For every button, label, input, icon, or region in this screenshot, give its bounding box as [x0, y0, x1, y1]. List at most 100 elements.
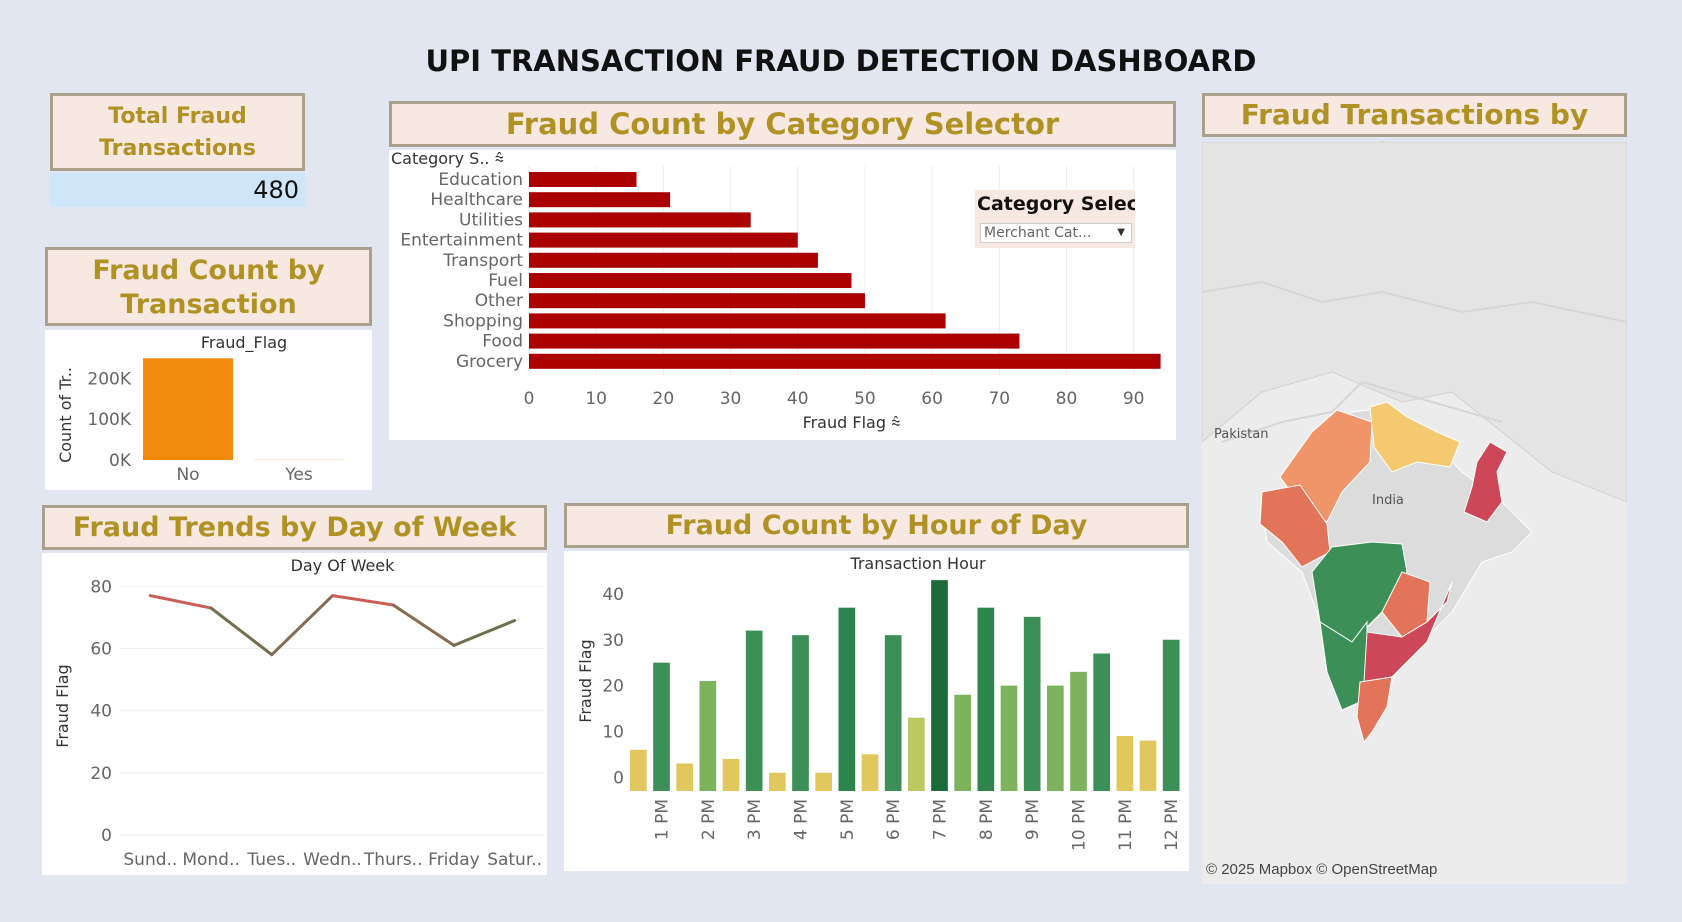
- category-label: Food: [482, 332, 523, 352]
- dow-title: Fraud Trends by Day of Week: [42, 505, 547, 550]
- bar-fuel: [529, 273, 852, 288]
- category-filter-value: Merchant Cat...: [984, 225, 1092, 241]
- x-tick-label: 10: [585, 389, 607, 409]
- bar: [745, 630, 763, 791]
- x-tick-label: 2 PM: [699, 799, 719, 840]
- y-tick-label: 200K: [87, 369, 131, 389]
- kpi-title: Total Fraud Transactions: [50, 93, 305, 171]
- state-map[interactable]: Pakistan India © 2025 Mapbox © OpenStree…: [1202, 142, 1627, 884]
- x-tick-label: 12 PM: [1162, 799, 1182, 851]
- category-filter-dropdown[interactable]: Merchant Cat... ▼: [980, 223, 1132, 243]
- land-north: [1202, 142, 1627, 503]
- bar: [1047, 685, 1064, 791]
- x-tick-label: Tues..: [246, 850, 296, 870]
- x-tick-label: 90: [1123, 389, 1145, 409]
- line-segment: [331, 594, 395, 607]
- bar: [722, 758, 740, 791]
- bar: [815, 772, 833, 791]
- category-xlabel: Fraud Flag ⩯: [803, 413, 901, 432]
- bar: [861, 754, 879, 791]
- state-title: Fraud Transactions by State: [1202, 93, 1627, 169]
- state-telangana: [1381, 571, 1431, 638]
- x-tick-label: Wedn..: [303, 850, 362, 870]
- category-label: Entertainment: [400, 231, 523, 251]
- y-tick-label: 20: [602, 677, 624, 697]
- dow-ylabel: Fraud Flag: [53, 664, 72, 747]
- bar: [699, 681, 717, 791]
- dow-header: Day Of Week: [291, 556, 396, 575]
- hour-chart: Transaction Hour Fraud Flag 0 10 20 30 40 1 PM 2…: [576, 554, 1182, 851]
- x-tick-label: 20: [653, 389, 675, 409]
- category-chart: Category S.. ⩯ 0 10 20 30 40 50 60 70 80 90 Educati…: [391, 149, 1161, 432]
- bar-other: [529, 293, 865, 309]
- y-tick-label: 40: [90, 702, 112, 722]
- x-tick-label: Thurs..: [363, 850, 423, 870]
- y-tick-label: 0K: [109, 451, 132, 471]
- category-label: Transport: [442, 251, 523, 271]
- bar-food: [529, 333, 1020, 349]
- chevron-down-icon: ▼: [1117, 227, 1125, 238]
- bar-transport: [529, 252, 818, 268]
- x-tick-label: 70: [988, 389, 1010, 409]
- x-tick-label: 0: [524, 389, 535, 409]
- bar: [1023, 616, 1041, 791]
- bar: [908, 717, 925, 791]
- bar-utilities: [529, 212, 751, 228]
- category-panel: Category S.. ⩯ 0 10 20 30 40 50 60 70 80 90 Educati…: [389, 149, 1176, 440]
- fraud-flag-panel: Fraud_Flag Count of Tr.. 0K 100K 200K No Yes: [45, 330, 372, 490]
- category-label: Shopping: [443, 311, 523, 331]
- x-tick-label: 80: [1056, 389, 1078, 409]
- bar: [1116, 736, 1134, 791]
- kpi-value: 480: [50, 173, 305, 207]
- y-tick-label: 0: [101, 826, 112, 846]
- x-tick-label: Mond..: [182, 850, 239, 870]
- bar-entertainment: [529, 232, 798, 248]
- line-segment: [209, 606, 274, 657]
- category-filter[interactable]: Category Select.. Merchant Cat... ▼: [975, 190, 1135, 248]
- y-tick-label: 30: [602, 631, 624, 651]
- state-map-svg: Pakistan India: [1202, 142, 1627, 744]
- category-col-header: Category S.. ⩯: [391, 150, 504, 168]
- bar: [653, 662, 670, 791]
- category-label: Grocery: [456, 352, 523, 372]
- y-tick-label: 40: [602, 585, 624, 605]
- x-tick-label: 11 PM: [1116, 799, 1136, 851]
- x-tick-label: 3 PM: [745, 799, 765, 840]
- hour-panel: Transaction Hour Fraud Flag 0 10 20 30 40 1 PM 2…: [564, 551, 1189, 871]
- y-tick-label: 20: [90, 764, 112, 784]
- hour-title: Fraud Count by Hour of Day: [564, 503, 1189, 548]
- hour-header: Transaction Hour: [849, 554, 986, 573]
- category-label: Fuel: [488, 271, 523, 291]
- x-tick-label: Sund..: [123, 850, 177, 870]
- x-tick-label: 7 PM: [931, 799, 951, 840]
- category-title: Fraud Count by Category Selector: [389, 101, 1176, 147]
- category-label: Other: [475, 291, 523, 311]
- bar: [1162, 639, 1180, 791]
- x-tick-label: 9 PM: [1023, 799, 1043, 840]
- fraud-flag-header: Fraud_Flag: [201, 333, 287, 353]
- fraud-flag-ylabel: Count of Tr..: [56, 367, 75, 463]
- bar-shopping: [529, 313, 946, 329]
- bar: [769, 772, 786, 791]
- bar: [838, 607, 856, 791]
- y-tick-label: 10: [602, 722, 624, 742]
- category-label: Healthcare: [430, 190, 523, 210]
- x-tick-label: 6 PM: [884, 799, 904, 840]
- line-segment: [148, 594, 213, 610]
- state-up: [1369, 401, 1461, 473]
- bar: [931, 580, 948, 791]
- y-tick-label: 80: [90, 577, 112, 597]
- bar-education: [529, 172, 637, 187]
- x-tick-label: Yes: [284, 465, 313, 485]
- bar: [1139, 740, 1157, 791]
- hour-ylabel: Fraud Flag: [576, 639, 595, 722]
- x-tick-label: 5 PM: [838, 799, 858, 840]
- bar-grocery: [529, 353, 1161, 369]
- label-pakistan: Pakistan: [1214, 427, 1268, 442]
- x-tick-label: 60: [921, 389, 943, 409]
- y-tick-label: 0: [613, 768, 624, 788]
- fraud-flag-chart: Fraud_Flag Count of Tr.. 0K 100K 200K No Yes: [56, 333, 344, 485]
- category-label: Education: [438, 170, 523, 190]
- land-border: [1202, 280, 1627, 323]
- bar: [630, 749, 647, 791]
